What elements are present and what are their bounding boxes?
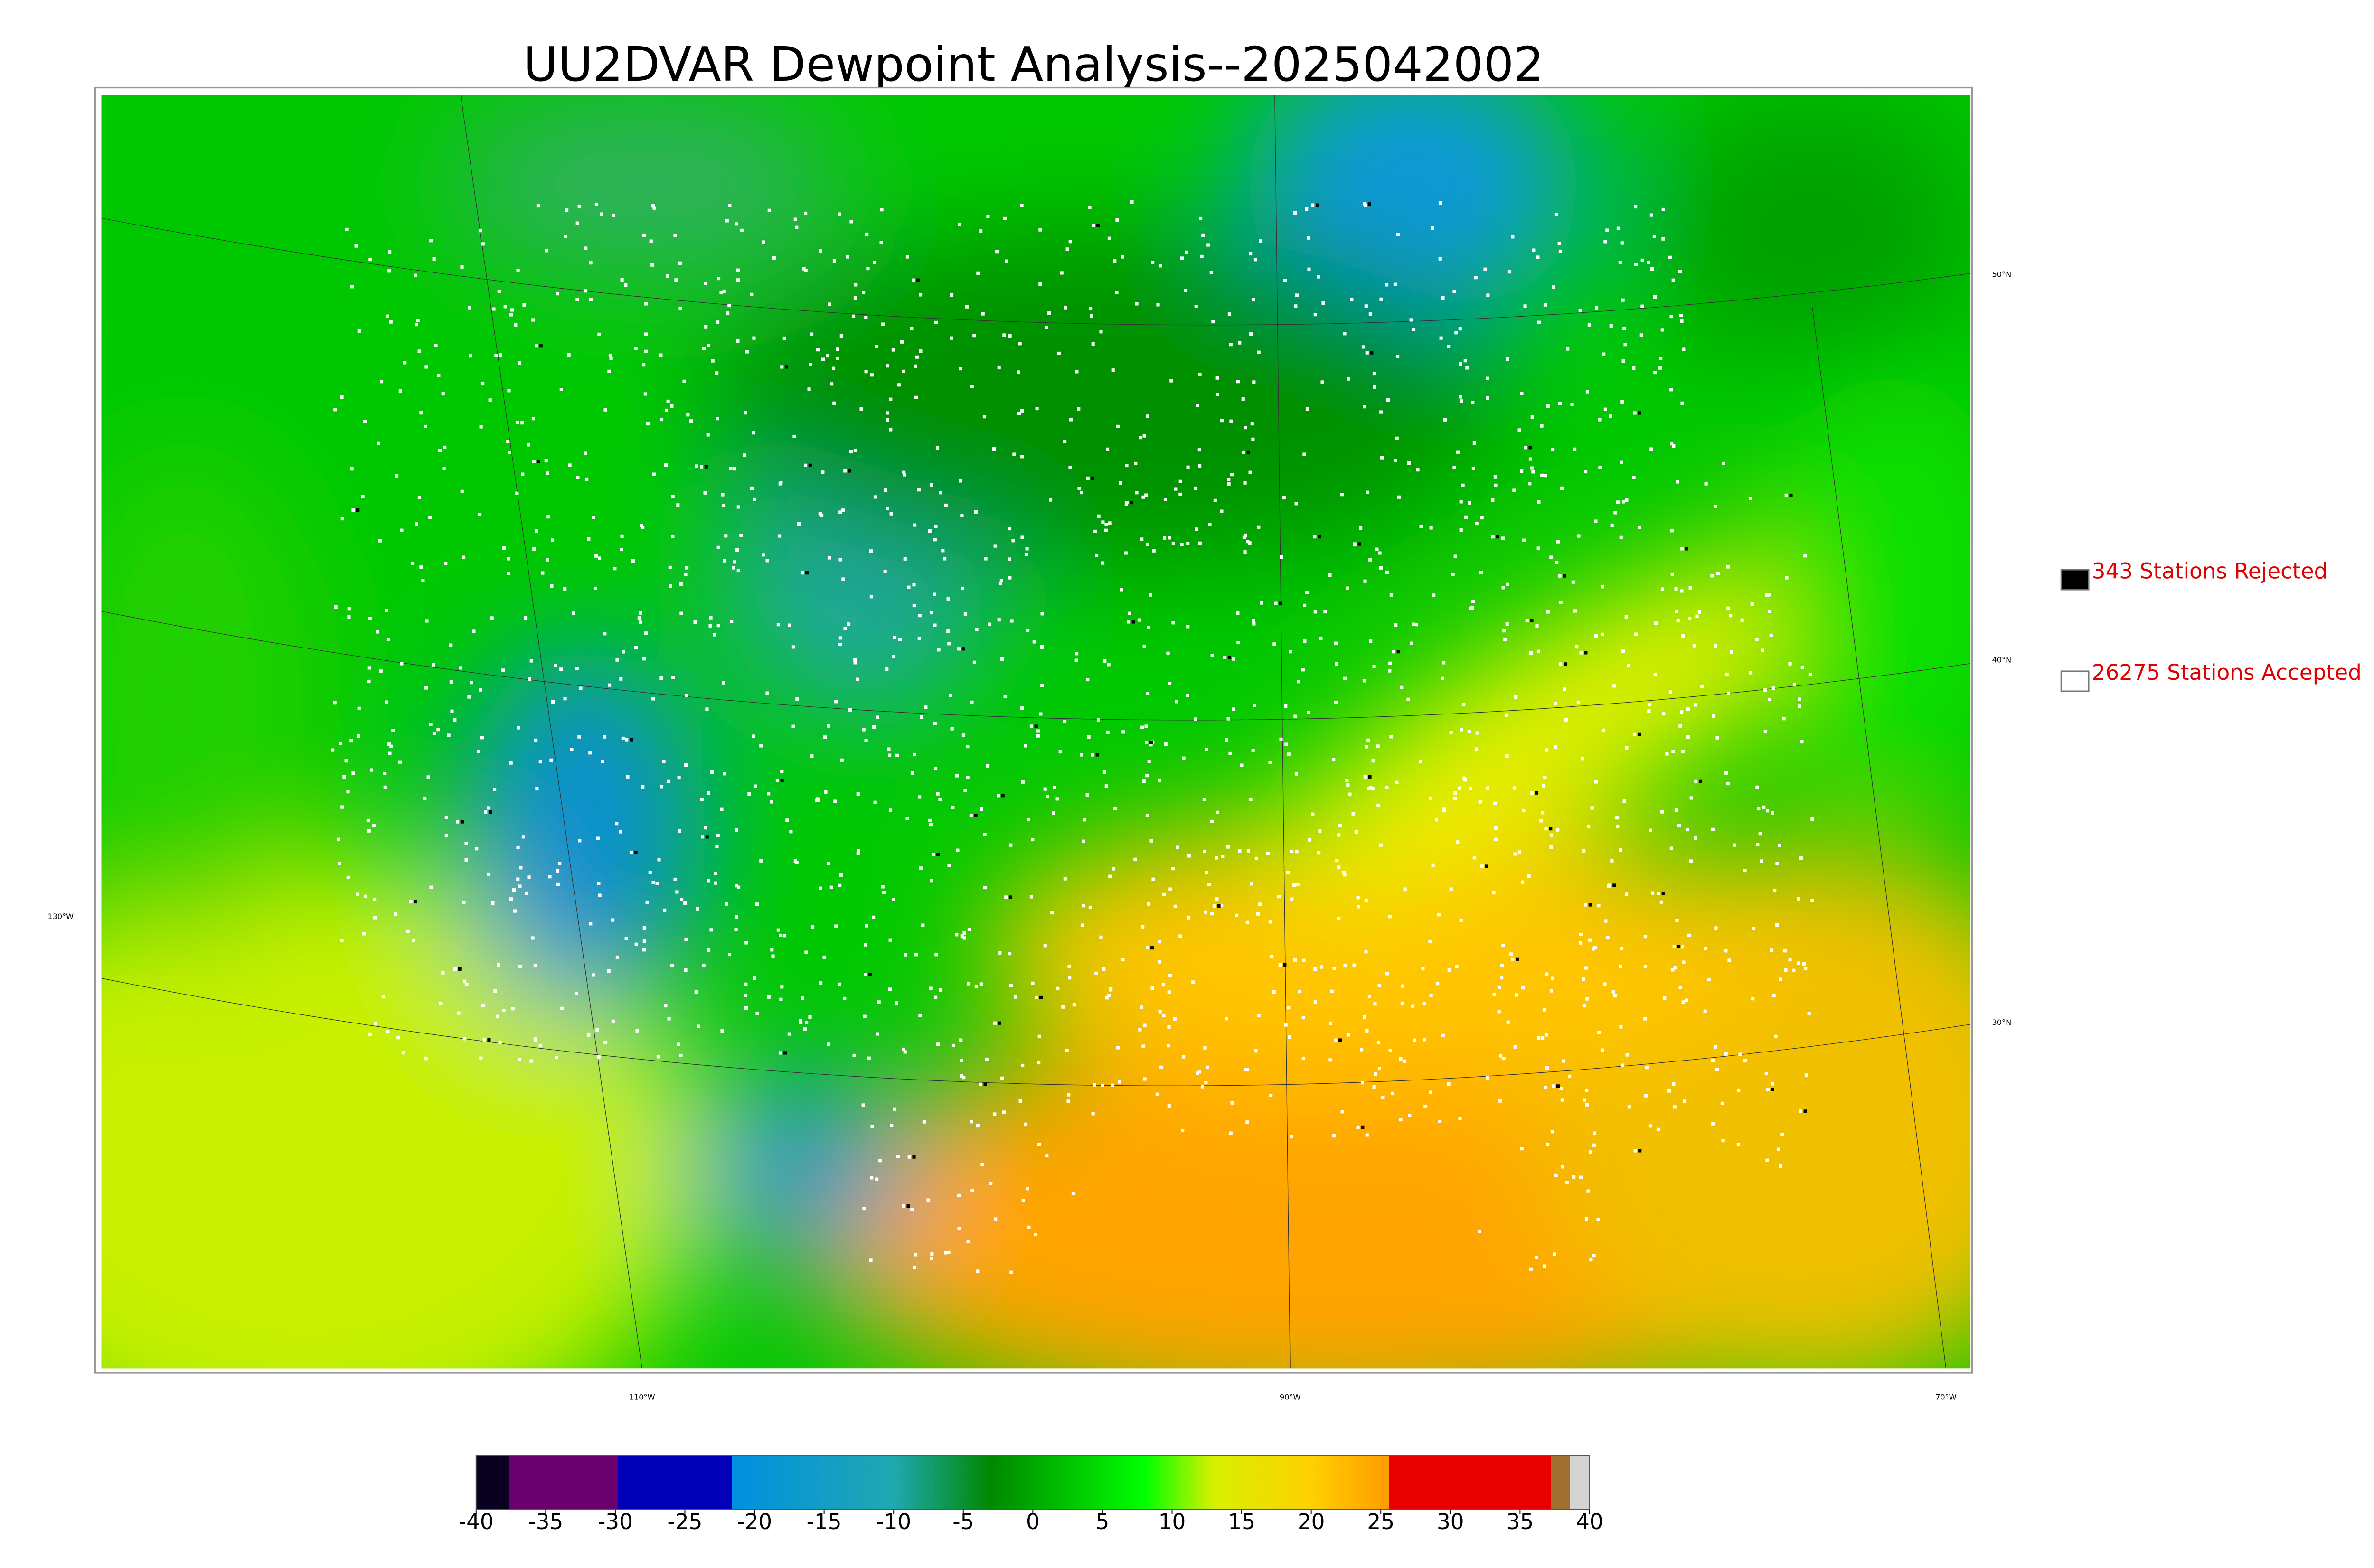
colorbar-tick-label: 5 <box>1096 1509 1110 1534</box>
legend-swatch <box>2060 569 2090 591</box>
colorbar-fill <box>475 1455 1590 1510</box>
map-title: UU2DVAR Dewpoint Analysis--2025042002 <box>523 37 1544 92</box>
colorbar-tick-label: -10 <box>876 1509 911 1534</box>
colorbar-tick-label: -5 <box>952 1509 974 1534</box>
dewpoint-field <box>101 95 1971 1369</box>
lat-label: 50°N <box>1992 270 2011 279</box>
legend-label: 26275 Stations Accepted <box>2092 660 2362 685</box>
colorbar-tick-label: 0 <box>1026 1509 1040 1534</box>
colorbar-tick-label: 10 <box>1159 1509 1186 1534</box>
graticule <box>101 95 1971 1369</box>
colorbar-tick-label: 25 <box>1367 1509 1394 1534</box>
colorbar-tick-label: -30 <box>598 1509 633 1534</box>
legend: 343 Stations Rejected 26275 Stations Acce… <box>2060 559 2362 692</box>
lon-label: 130°W <box>47 912 74 921</box>
colorbar-tick-label: 35 <box>1507 1509 1534 1534</box>
legend-swatch <box>2060 670 2090 692</box>
colorbar-tick-label: 15 <box>1228 1509 1255 1534</box>
lat-label: 40°N <box>1992 656 2011 665</box>
lat-label: 30°N <box>1992 1018 2011 1027</box>
colorbar-tick-label: -40 <box>459 1509 494 1534</box>
lon-label: 90°W <box>1280 1392 1301 1401</box>
lon-label: 70°W <box>1935 1392 1957 1401</box>
lon-label: 110°W <box>629 1392 655 1401</box>
colorbar-tick-label: -20 <box>737 1509 772 1534</box>
colorbar-tick-label: -35 <box>528 1509 563 1534</box>
colorbar: -40 -35 -30 -25 -20 -15 -10 -5 0 5 10 15 20 25 30 35 40 <box>459 1455 1603 1534</box>
colorbar-tick-label: -25 <box>668 1509 703 1534</box>
colorbar-tick-label: -15 <box>807 1509 842 1534</box>
colorbar-tick-label: 40 <box>1576 1509 1603 1534</box>
legend-label: 343 Stations Rejected <box>2092 559 2328 584</box>
colorbar-tick-label: 30 <box>1437 1509 1464 1534</box>
colorbar-tick-label: 20 <box>1298 1509 1325 1534</box>
